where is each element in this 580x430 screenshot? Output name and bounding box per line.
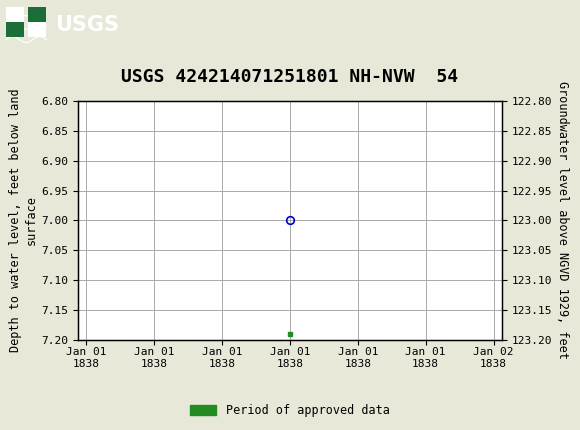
Text: USGS 424214071251801 NH-NVW  54: USGS 424214071251801 NH-NVW 54	[121, 68, 459, 86]
Bar	[28, 22, 46, 37]
Legend: Period of approved data: Period of approved data	[186, 399, 394, 422]
Y-axis label: Depth to water level, feet below land
surface: Depth to water level, feet below land su…	[9, 89, 38, 352]
Bar	[6, 7, 24, 22]
Bar	[6, 22, 24, 37]
Text: USGS: USGS	[55, 15, 119, 35]
Y-axis label: Groundwater level above NGVD 1929, feet: Groundwater level above NGVD 1929, feet	[556, 81, 569, 359]
Bar	[28, 7, 46, 22]
